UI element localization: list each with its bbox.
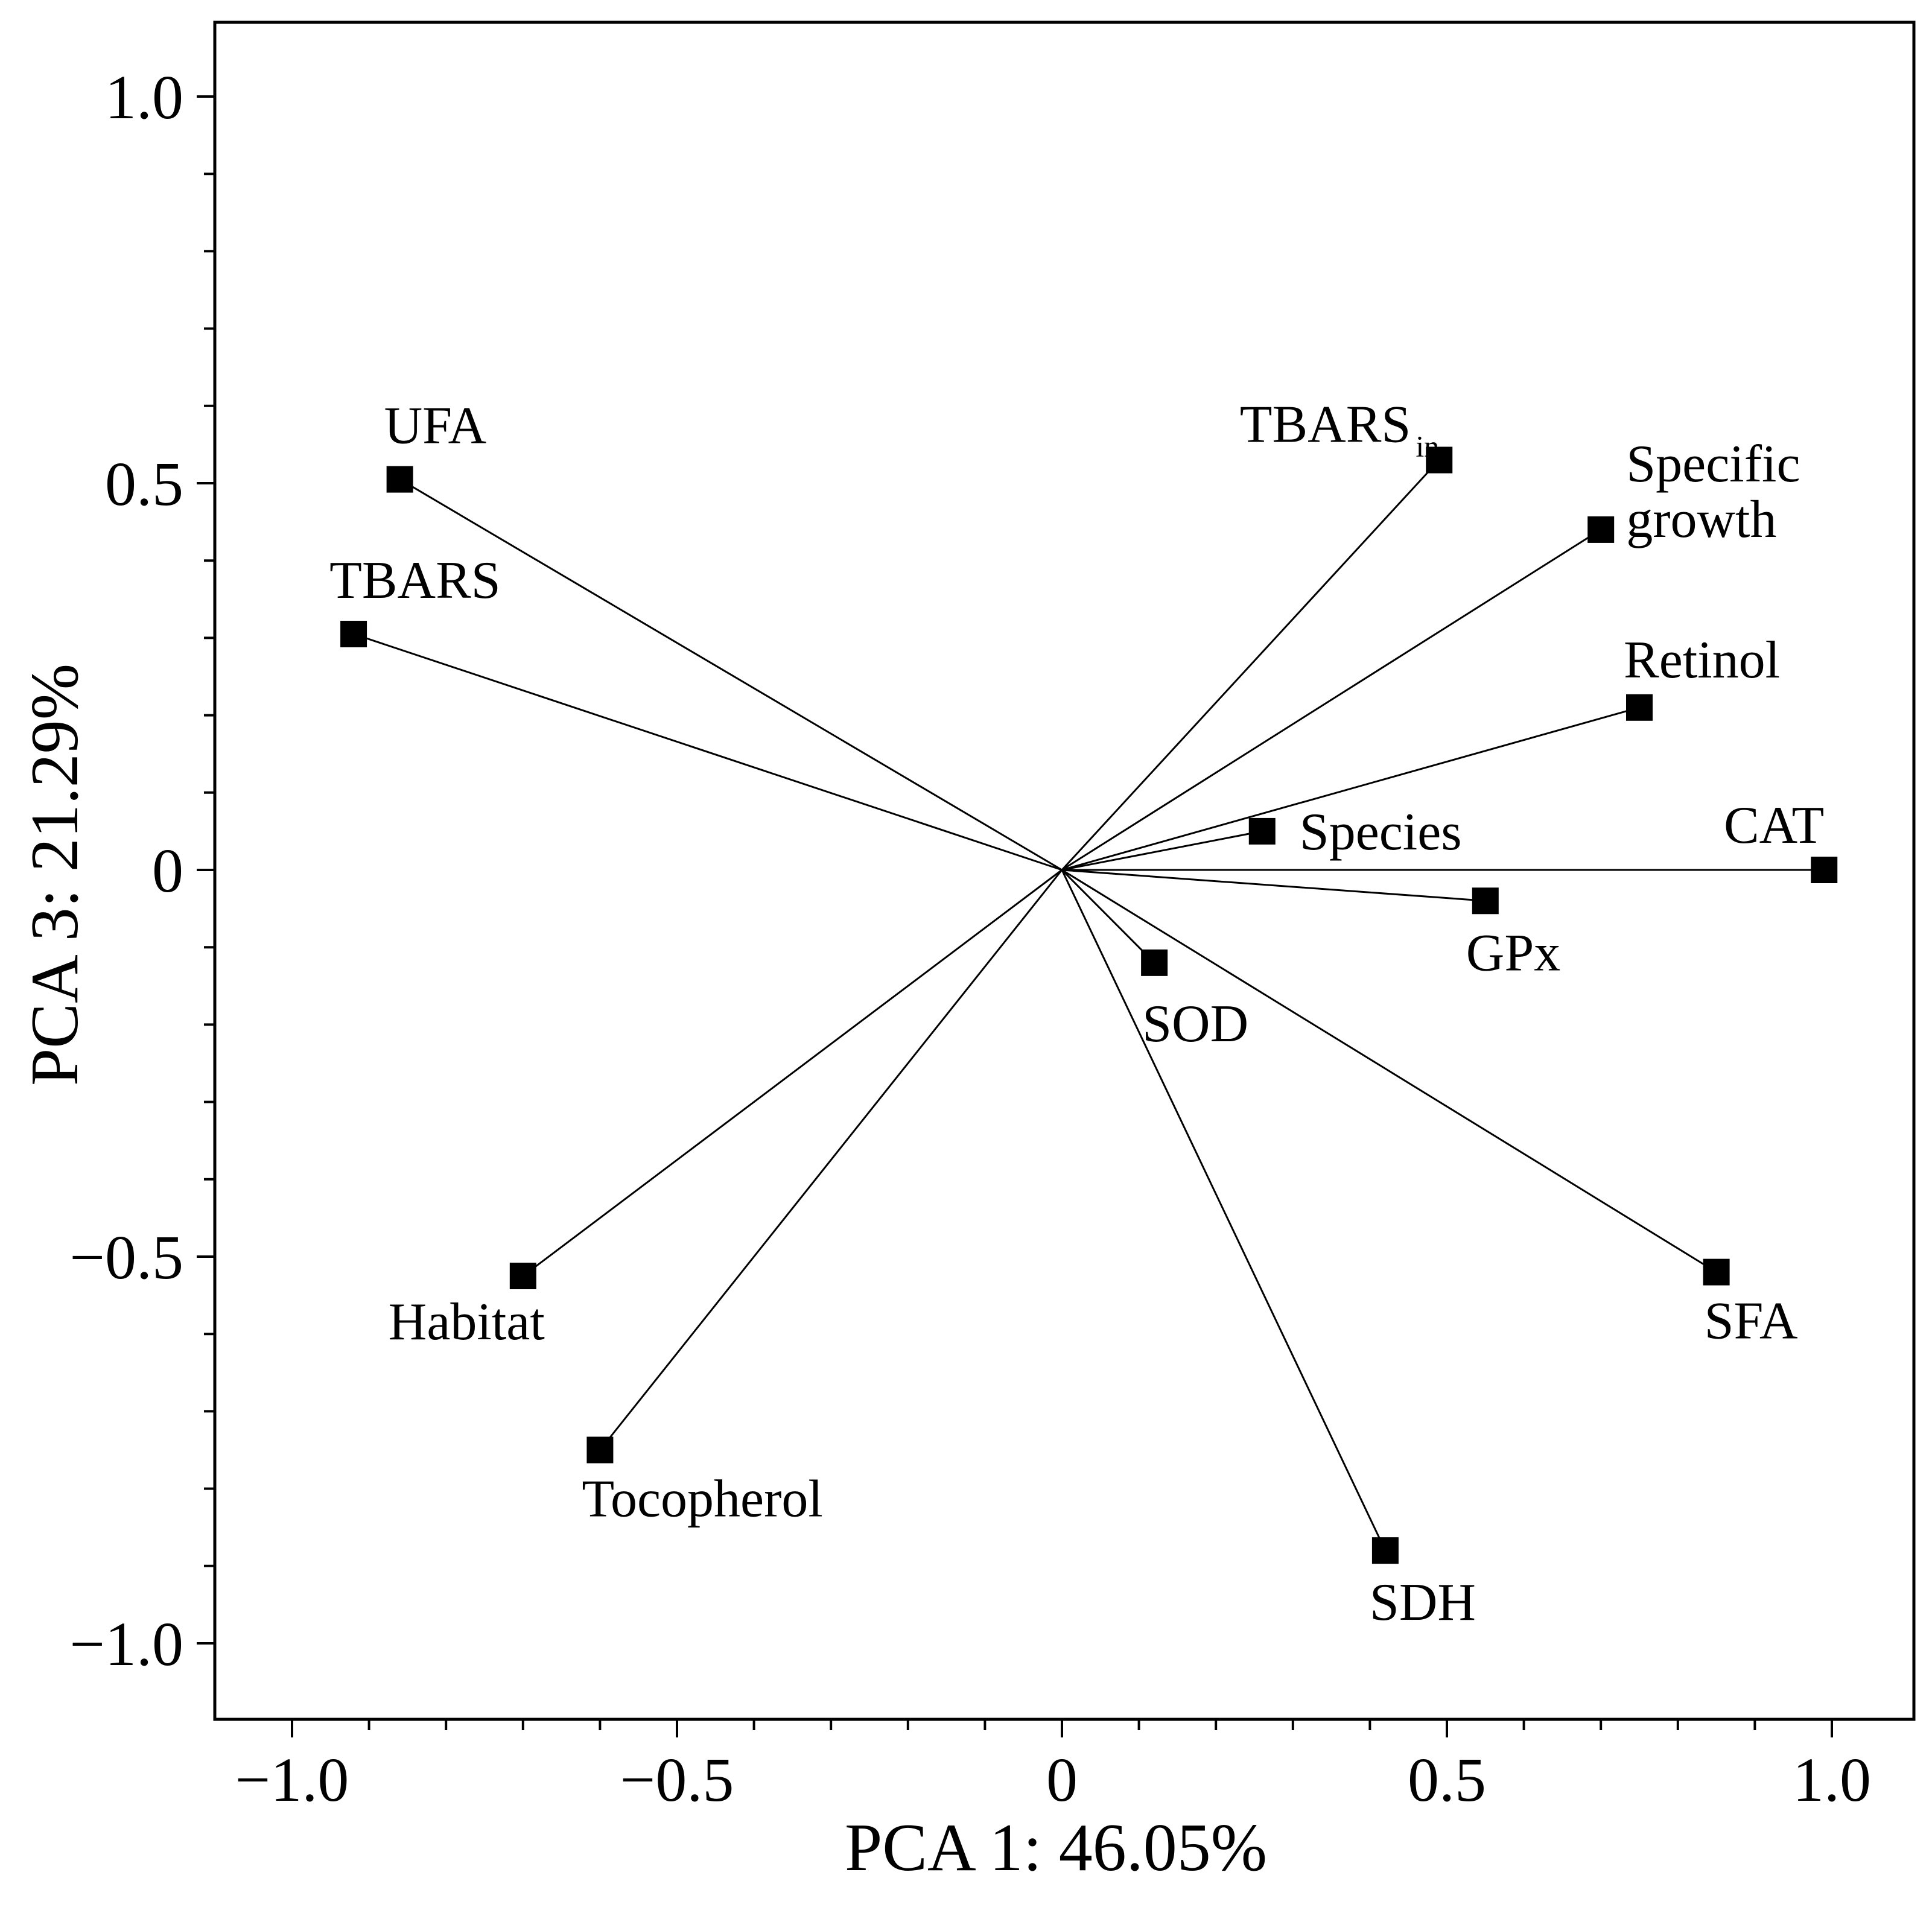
x-tick-label: 0.5	[1408, 1745, 1486, 1815]
vector-lines	[353, 459, 1825, 1551]
x-tick-label: 0	[1046, 1745, 1078, 1815]
point-species	[1248, 817, 1276, 845]
label-sod: SOD	[1142, 995, 1248, 1053]
label-tbars: TBARS	[329, 551, 501, 610]
vector-tbars	[353, 633, 1063, 871]
vector-gpx	[1061, 869, 1486, 902]
vector-tbars-in	[1061, 459, 1440, 871]
point-gpx	[1472, 887, 1499, 915]
vector-habitat	[522, 869, 1063, 1277]
point-tbars	[340, 620, 367, 647]
y-tick-label: 1.0	[105, 63, 183, 132]
x-axis-label: PCA 1: 46.05%	[845, 1810, 1267, 1885]
vector-tocopherol	[599, 869, 1063, 1451]
label-tbars-in: TBARS in	[1240, 396, 1440, 463]
y-axis-label: PCA 3: 21.29%	[17, 664, 92, 1086]
point-habitat	[509, 1263, 536, 1290]
point-specific-growth	[1587, 516, 1615, 543]
y-axis-ticks: 1.0 0.5 0 −0.5 −1.0	[69, 63, 215, 1679]
point-ufa	[386, 466, 413, 493]
x-axis-ticks: −1.0 −0.5 0 0.5 1.0	[235, 1719, 1871, 1815]
vector-retinol	[1061, 706, 1640, 871]
label-specific-growth: Specific growth	[1626, 435, 1800, 549]
label-tocopherol: Tocopherol	[582, 1470, 822, 1529]
label-species: Species	[1300, 803, 1462, 861]
point-labels: UFA TBARS TBARS in Specific growth Retinol Spec…	[329, 396, 1824, 1632]
vector-sdh	[1061, 869, 1387, 1551]
label-gpx: GPx	[1466, 924, 1561, 982]
label-sdh: SDH	[1370, 1573, 1476, 1632]
vector-ufa	[399, 478, 1063, 871]
data-points	[340, 446, 1838, 1564]
vector-species	[1061, 830, 1263, 871]
x-tick-label: −1.0	[235, 1745, 349, 1815]
label-habitat: Habitat	[389, 1293, 545, 1351]
point-tocopherol	[586, 1436, 614, 1464]
point-retinol	[1626, 694, 1653, 721]
point-sfa	[1703, 1258, 1730, 1286]
point-sod	[1141, 949, 1168, 976]
label-cat: CAT	[1724, 796, 1824, 855]
y-tick-label: −0.5	[69, 1223, 183, 1292]
point-tbars-in	[1426, 446, 1453, 474]
label-ufa: UFA	[384, 397, 487, 455]
vector-sfa	[1061, 869, 1717, 1273]
y-tick-label: 0.5	[105, 449, 183, 519]
x-tick-label: 1.0	[1793, 1745, 1871, 1815]
vector-sod	[1061, 869, 1155, 963]
x-tick-label: −0.5	[620, 1745, 734, 1815]
vector-specific-growth	[1061, 528, 1602, 871]
y-tick-label: 0	[152, 836, 183, 906]
label-sfa: SFA	[1705, 1292, 1798, 1351]
point-cat	[1811, 857, 1838, 883]
label-retinol: Retinol	[1624, 631, 1780, 690]
point-sdh	[1371, 1537, 1399, 1564]
y-tick-label: −1.0	[69, 1610, 183, 1679]
